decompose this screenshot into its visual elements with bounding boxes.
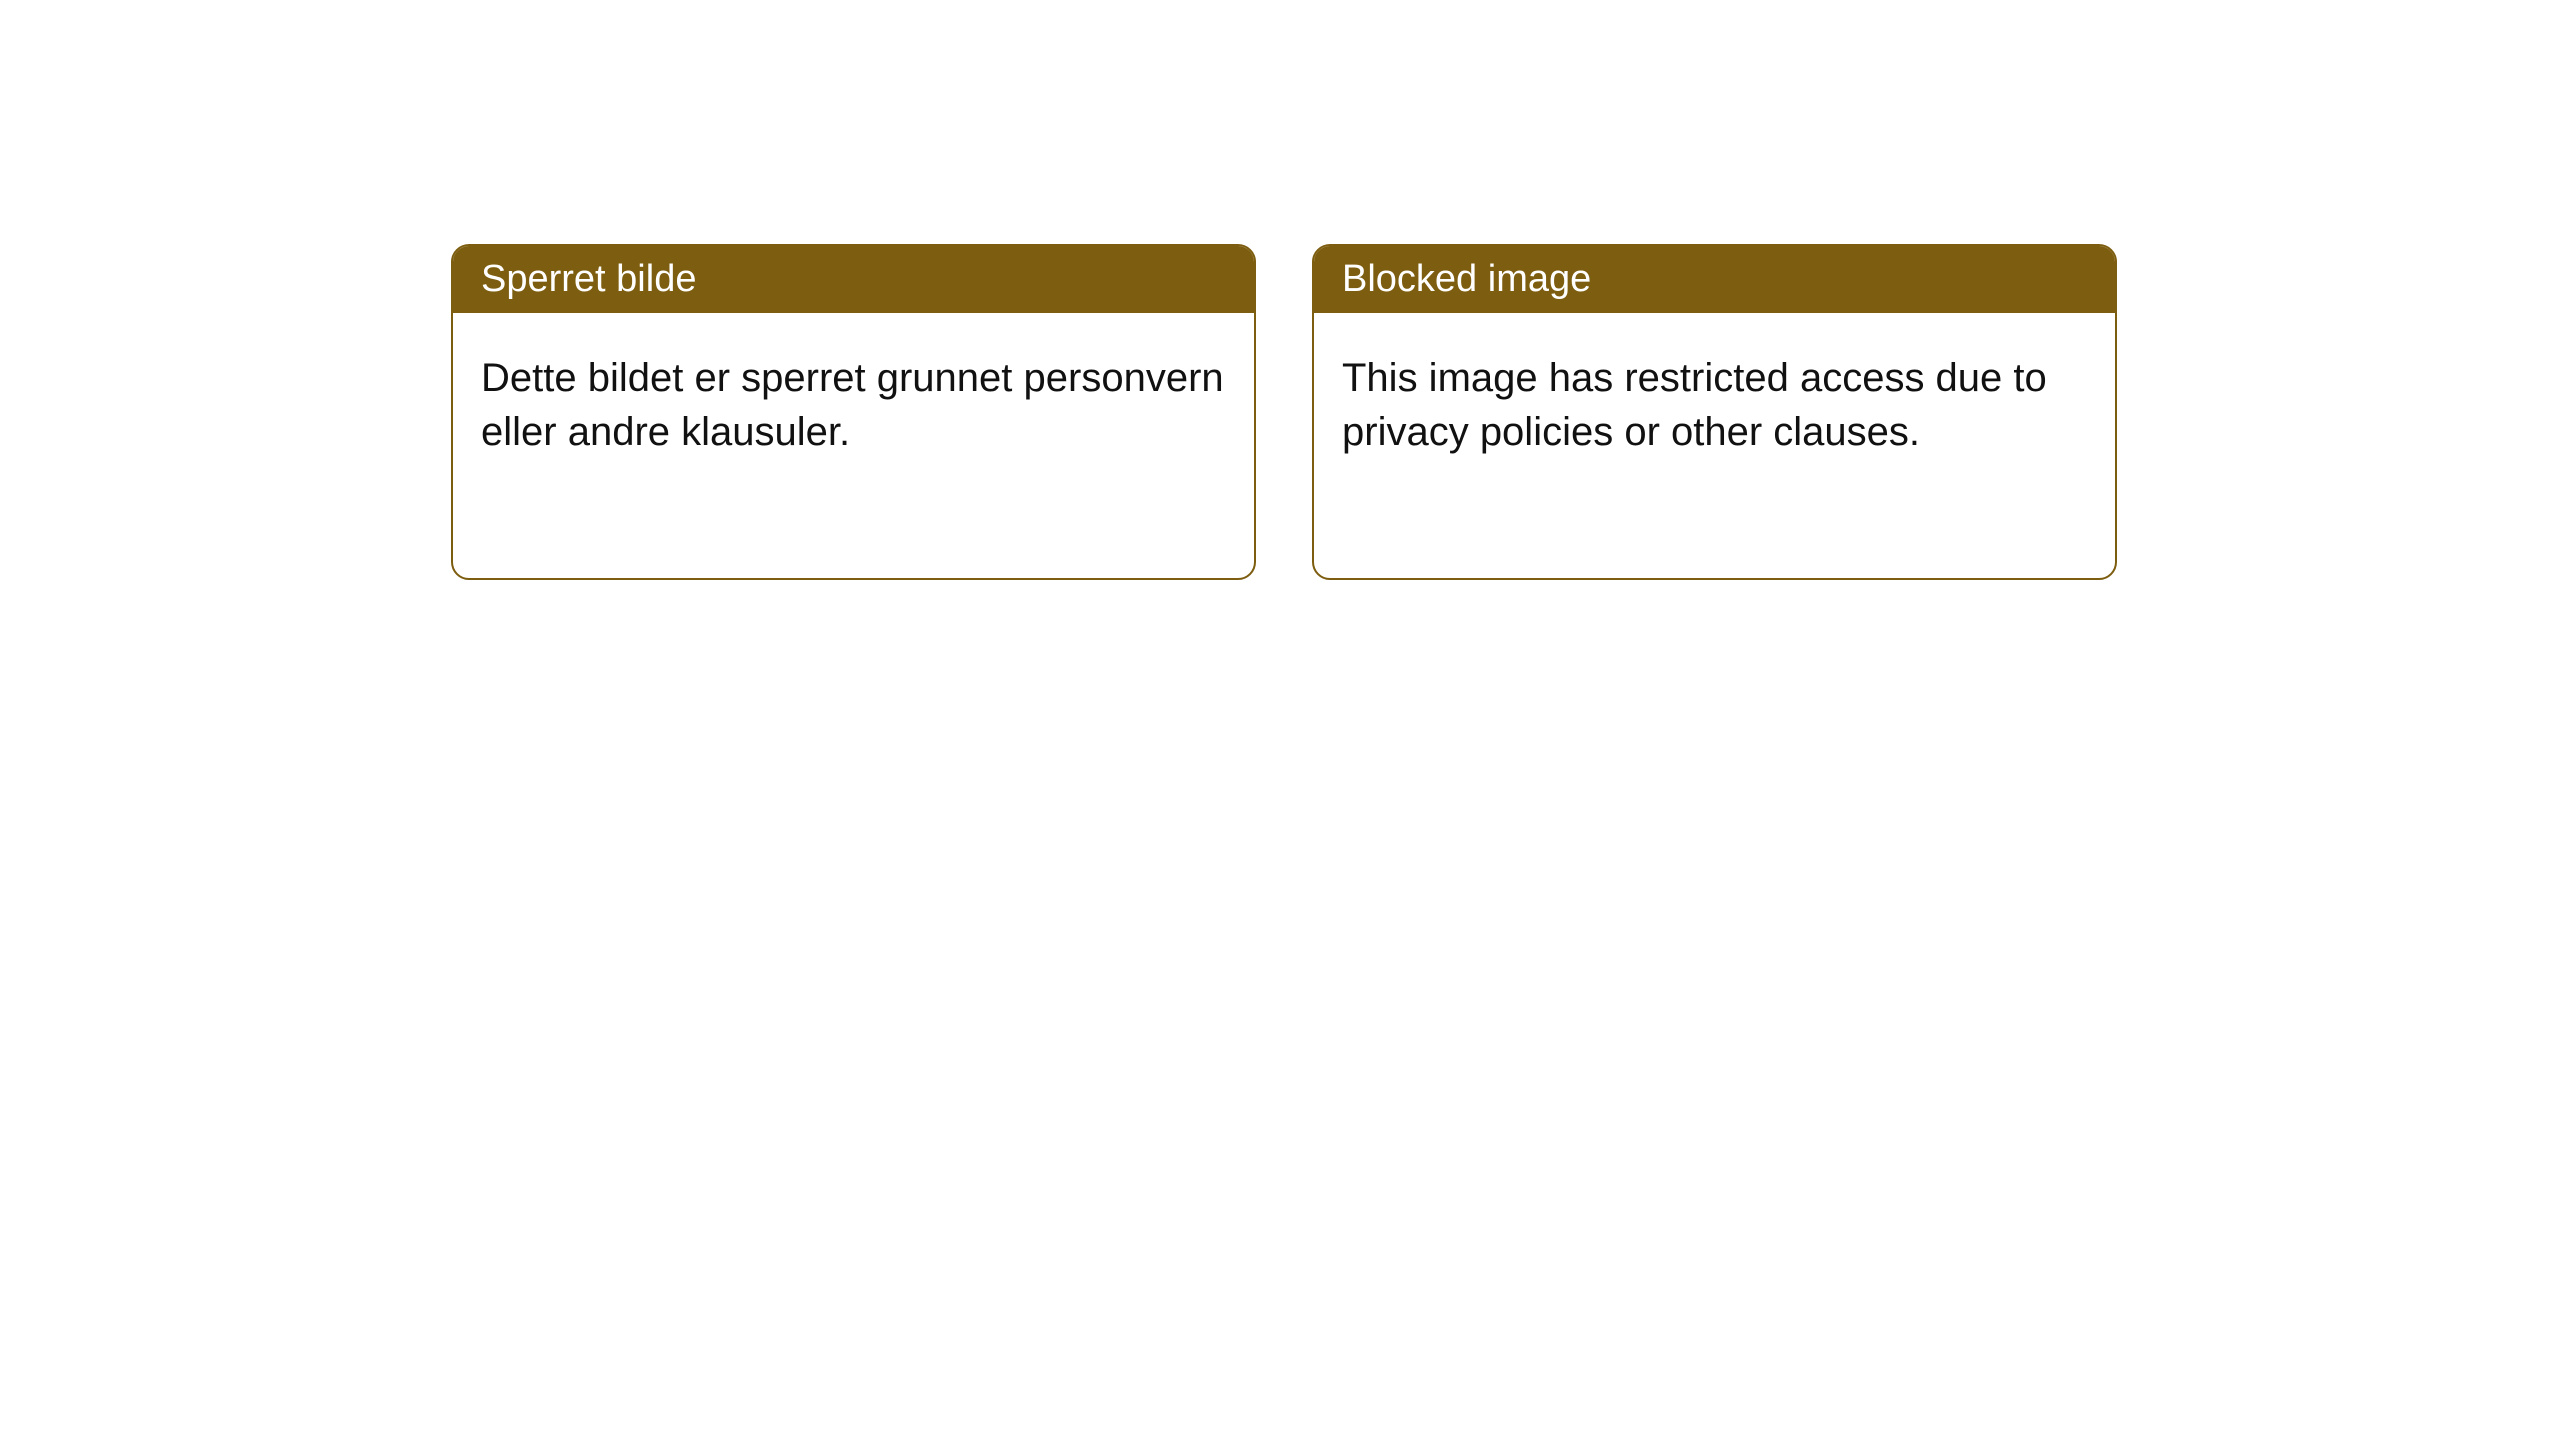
notice-card-norwegian-body: Dette bildet er sperret grunnet personve… (453, 313, 1254, 497)
notice-card-english: Blocked image This image has restricted … (1312, 244, 2117, 580)
notice-card-norwegian: Sperret bilde Dette bildet er sperret gr… (451, 244, 1256, 580)
notice-container: Sperret bilde Dette bildet er sperret gr… (451, 244, 2117, 580)
notice-card-english-title: Blocked image (1314, 246, 2115, 313)
notice-card-english-body: This image has restricted access due to … (1314, 313, 2115, 497)
notice-card-norwegian-title: Sperret bilde (453, 246, 1254, 313)
